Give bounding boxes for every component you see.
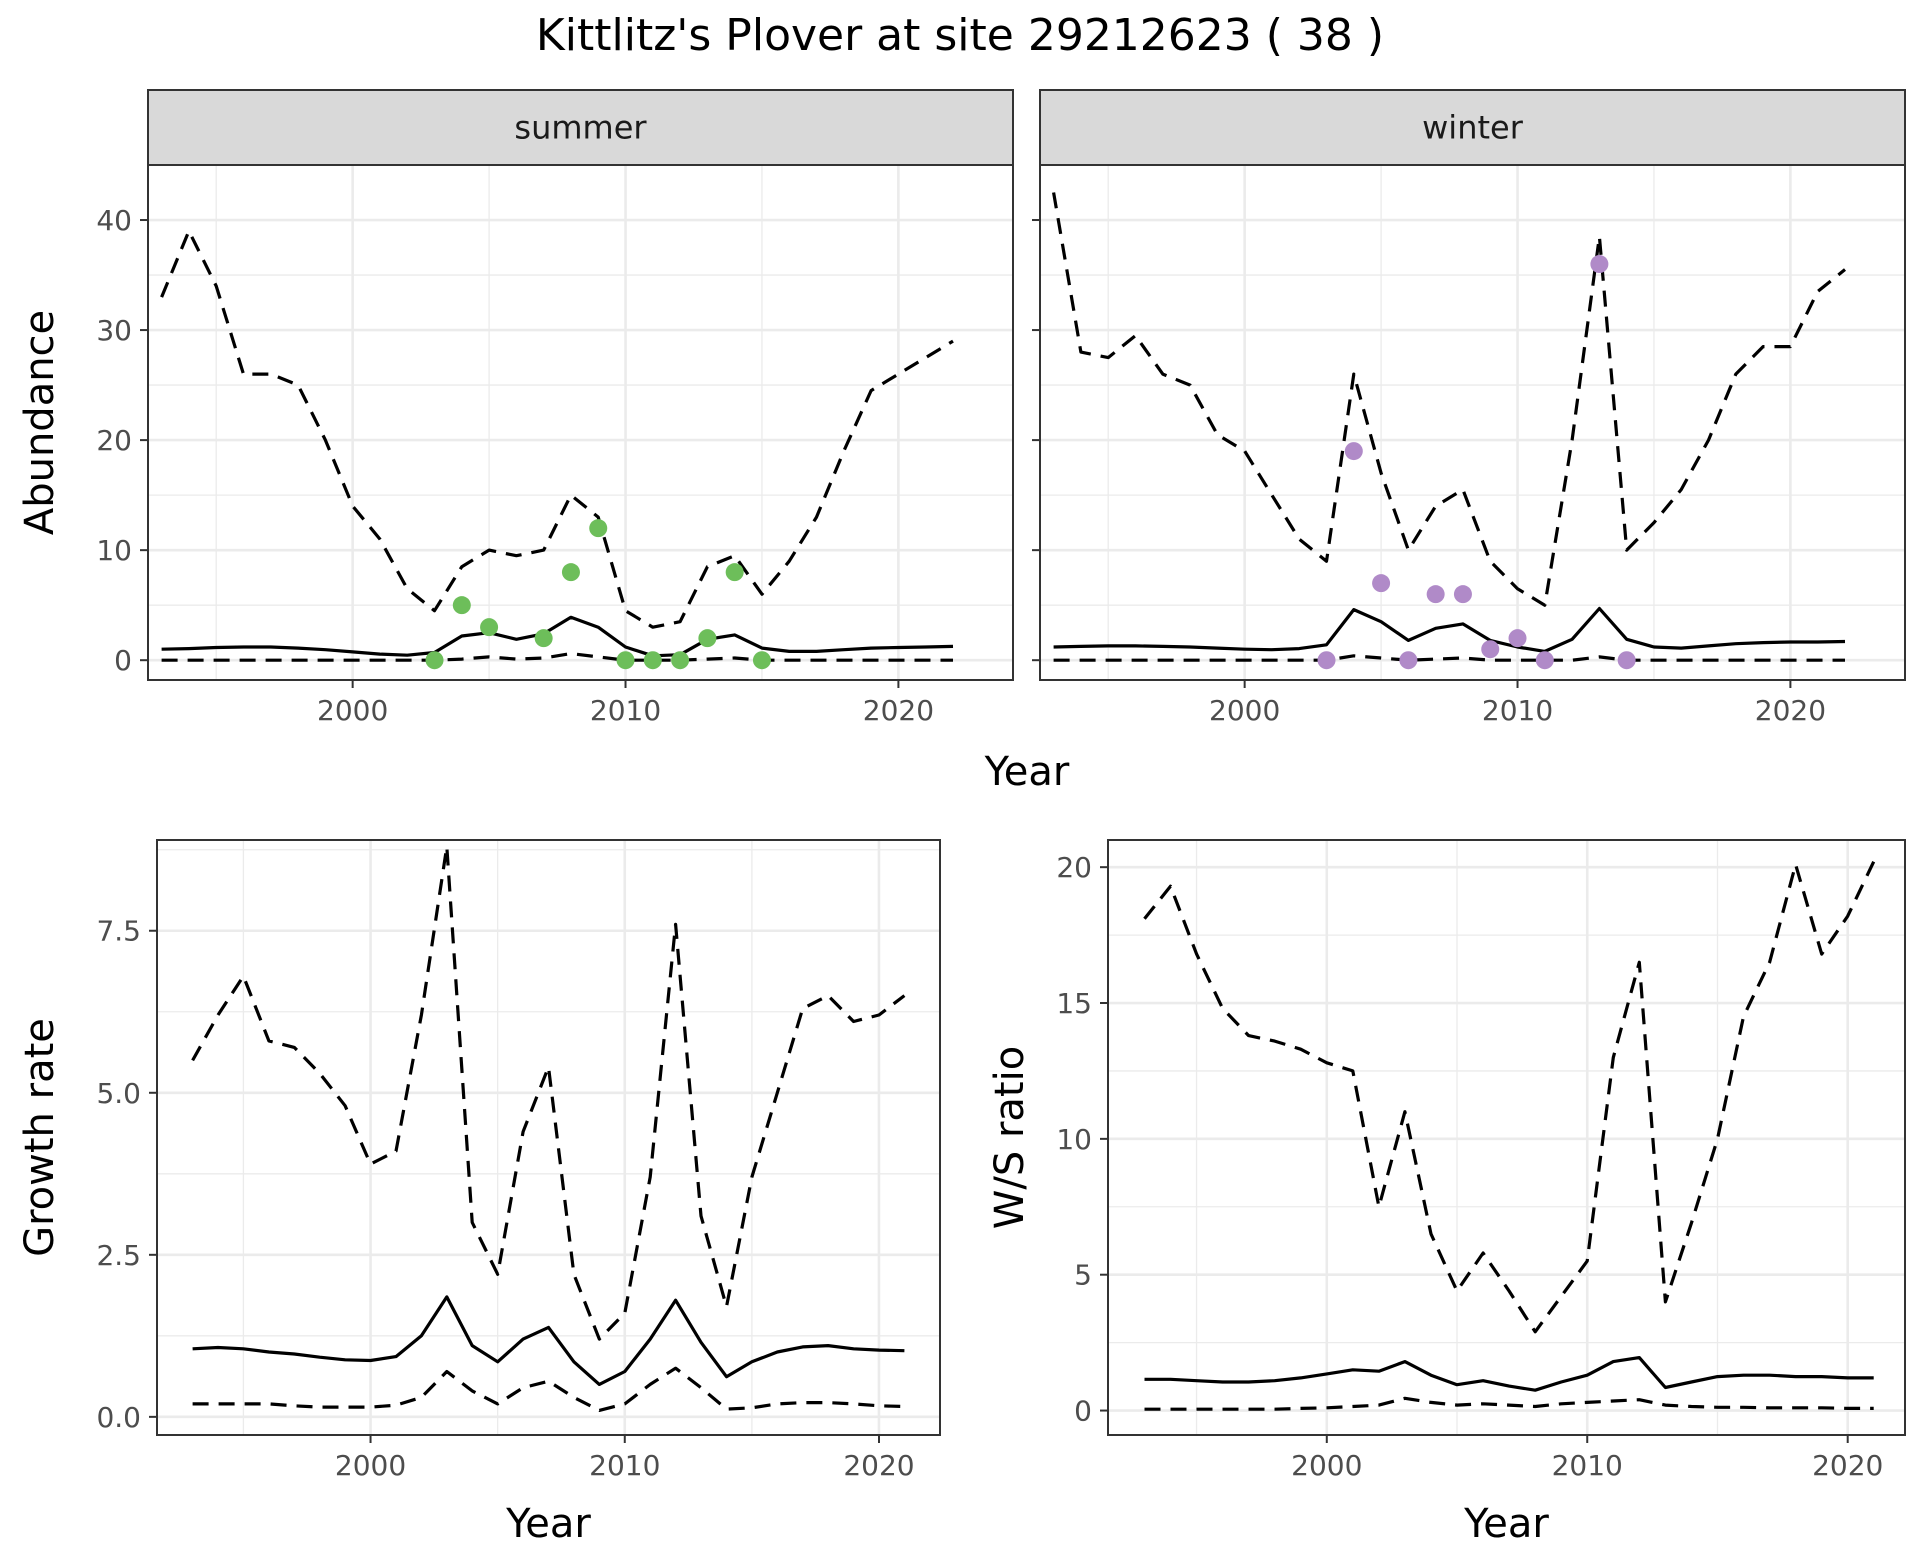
y-tick-label: 7.5 — [96, 915, 141, 948]
series-line-lower — [1053, 654, 1845, 662]
chart-title: Kittlitz's Plover at site 29212623 ( 38 … — [536, 10, 1384, 61]
data-point — [698, 629, 717, 648]
data-point — [452, 596, 471, 615]
data-point — [425, 651, 444, 670]
y-tick-label: 10 — [96, 534, 132, 567]
series-line-mean — [1144, 1355, 1874, 1392]
x-tick-label: 2020 — [863, 694, 934, 727]
x-tick-label: 2010 — [1482, 694, 1553, 727]
panel-border — [1039, 164, 1906, 681]
x-axis-title: Year — [1463, 1501, 1549, 1547]
data-point — [1508, 629, 1527, 648]
y-tick-label: 30 — [96, 314, 132, 347]
data-point — [1344, 442, 1363, 461]
data-point — [480, 618, 499, 637]
y-axis-title: Growth rate — [17, 1018, 63, 1257]
y-axis-title: Abundance — [17, 310, 63, 535]
x-tick-label: 2000 — [335, 1449, 406, 1482]
panel-border — [156, 839, 941, 1436]
data-point — [534, 629, 553, 648]
data-point — [752, 651, 771, 670]
y-tick-label: 0 — [1074, 1395, 1092, 1428]
data-point — [725, 563, 744, 582]
y-tick-label: 5.0 — [96, 1077, 141, 1110]
data-point — [1317, 651, 1336, 670]
data-point — [1481, 640, 1500, 659]
series-line-upper — [191, 844, 906, 1341]
data-point — [671, 651, 690, 670]
series-line-upper — [1143, 861, 1876, 1334]
series-line-mean — [161, 615, 954, 658]
data-point — [643, 651, 662, 670]
data-point — [589, 519, 608, 538]
panel-border — [147, 164, 1014, 681]
data-point — [1399, 651, 1418, 670]
facet-strip-label: winter — [1422, 109, 1524, 147]
y-axis-title: W/S ratio — [987, 1046, 1033, 1229]
x-axis-title: Year — [984, 749, 1070, 795]
data-point — [616, 651, 635, 670]
facet-strip-label: summer — [514, 109, 647, 147]
y-tick-label: 0 — [114, 644, 132, 677]
y-tick-label: 10 — [1056, 1123, 1092, 1156]
data-point — [1426, 585, 1445, 604]
series-line-mean — [192, 1295, 905, 1387]
panel-growth-rate: 2000 2010 2020 0.0 2.5 5.0 7.5 Growth rate Year — [17, 839, 941, 1547]
x-tick-label: 2020 — [1812, 1449, 1883, 1482]
panel-ws-ratio: 2000 2010 2020 0 5 10 15 20 W/S ratio Year — [987, 839, 1906, 1547]
x-tick-label: 2020 — [843, 1449, 914, 1482]
y-tick-label: 40 — [96, 204, 132, 237]
data-point — [1535, 651, 1554, 670]
y-tick-label: 0.0 — [96, 1401, 141, 1434]
y-tick-label: 20 — [1056, 851, 1092, 884]
y-tick-label: 2.5 — [96, 1239, 141, 1272]
x-tick-label: 2020 — [1755, 694, 1826, 727]
data-point — [1617, 651, 1636, 670]
data-point — [1372, 574, 1391, 593]
data-point — [561, 563, 580, 582]
facet-strip — [1039, 89, 1906, 166]
x-axis-title: Year — [505, 1501, 591, 1547]
data-point — [1453, 585, 1472, 604]
x-tick-label: 2010 — [590, 694, 661, 727]
facet-strip — [147, 89, 1014, 166]
y-tick-label: 5 — [1074, 1259, 1092, 1292]
y-tick-label: 20 — [96, 424, 132, 457]
panel-border — [1107, 839, 1906, 1436]
data-point — [1590, 255, 1609, 274]
series-line-lower — [1144, 1396, 1874, 1411]
series-line-upper — [1052, 192, 1847, 607]
panel-abundance-summer: summer 2000 2010 2020 0 10 20 30 40 Abundance Year — [17, 89, 1070, 795]
x-tick-label: 2010 — [589, 1449, 660, 1482]
series-line-mean — [1053, 606, 1846, 654]
x-tick-label: 2010 — [1552, 1449, 1623, 1482]
x-tick-label: 2000 — [1291, 1449, 1362, 1482]
panel-abundance-winter: winter 2000 2010 2020 — [1032, 89, 1906, 727]
series-line-upper — [160, 229, 954, 629]
series-line-lower — [161, 651, 953, 662]
y-tick-label: 15 — [1056, 987, 1092, 1020]
series-line-lower — [192, 1366, 905, 1413]
x-tick-label: 2000 — [1209, 694, 1280, 727]
x-tick-label: 2000 — [317, 694, 388, 727]
